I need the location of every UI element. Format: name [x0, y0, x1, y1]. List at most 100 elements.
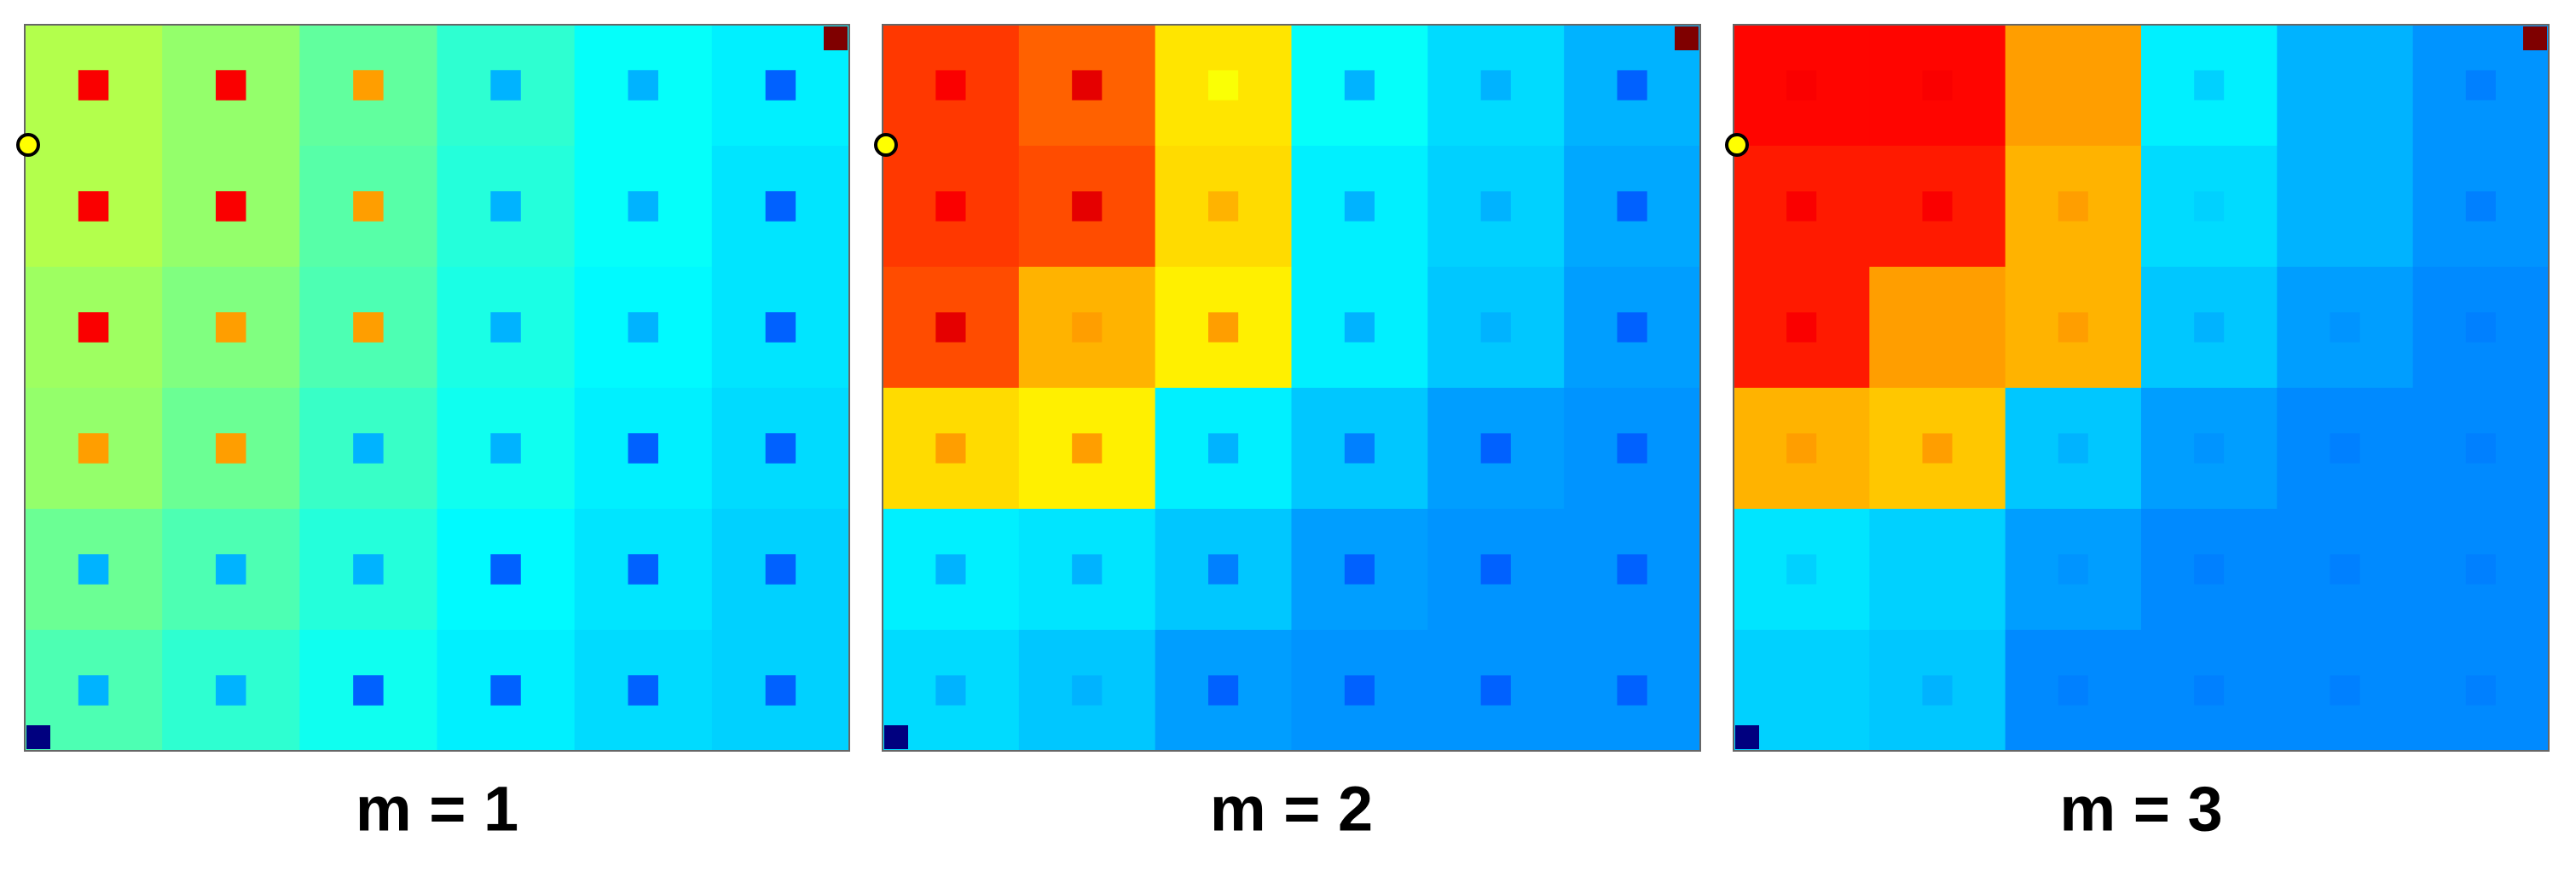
peak-cell [1786, 191, 1817, 222]
peak-cell [2465, 191, 2496, 222]
peak-cell [2058, 554, 2088, 585]
peak-cell [490, 433, 521, 464]
peak-cell [1617, 70, 1647, 101]
peak-cell [765, 312, 796, 343]
peak-cell [1480, 433, 1511, 464]
peak-cell [628, 312, 658, 343]
peak-cell [216, 675, 246, 706]
peak-cell [2330, 70, 2360, 101]
peak-cell [78, 191, 109, 222]
peak-cell [2330, 191, 2360, 222]
peak-cell [2330, 554, 2360, 585]
peak-cell [490, 675, 521, 706]
peak-cell [1480, 70, 1511, 101]
peak-cell [935, 675, 966, 706]
peak-cell [1208, 675, 1239, 706]
peak-cell [1344, 312, 1375, 343]
heatmap-panel: m = 3 [1725, 24, 2550, 845]
peak-cell [2330, 675, 2360, 706]
peak-cell [1344, 70, 1375, 101]
peak-cell [1617, 675, 1647, 706]
peak-cell [1617, 554, 1647, 585]
peak-cell [2194, 554, 2225, 585]
peak-cell [1922, 433, 1953, 464]
peak-cell [2194, 191, 2225, 222]
peak-cell [1208, 70, 1239, 101]
corner-low [884, 725, 908, 749]
peak-cell [216, 70, 246, 101]
corner-low [26, 725, 50, 749]
panel-caption: m = 3 [2059, 774, 2222, 845]
peak-cell [1480, 554, 1511, 585]
peak-cell [2058, 433, 2088, 464]
peak-cell [1072, 675, 1103, 706]
peak-cell [2058, 191, 2088, 222]
marker [16, 133, 40, 157]
peak-cell [353, 675, 384, 706]
peak-cell [2194, 433, 2225, 464]
peak-cell [1344, 191, 1375, 222]
peak-cell [628, 70, 658, 101]
peak-cell [1072, 312, 1103, 343]
peak-cell [1072, 191, 1103, 222]
peak-cell [1208, 191, 1239, 222]
peak-cell [628, 554, 658, 585]
corner-high [2523, 26, 2547, 50]
peak-cell [1344, 554, 1375, 585]
peak-cell [1786, 675, 1817, 706]
peak-cell [216, 191, 246, 222]
peak-cell [935, 312, 966, 343]
frame [24, 24, 850, 752]
peak-cell [78, 312, 109, 343]
peak-cell [490, 70, 521, 101]
peak-cell [78, 70, 109, 101]
peak-cell [628, 675, 658, 706]
peak-cell [1922, 191, 1953, 222]
frame [882, 24, 1701, 752]
peak-cell [2330, 433, 2360, 464]
peak-cell [2330, 312, 2360, 343]
peak-cell [1208, 312, 1239, 343]
peak-cell [935, 70, 966, 101]
peak-cell [216, 312, 246, 343]
peak-cell [628, 191, 658, 222]
peak-cell [765, 554, 796, 585]
peak-cell [2194, 312, 2225, 343]
peak-cell [1922, 675, 1953, 706]
peak-cell [1786, 312, 1817, 343]
peak-cell [2194, 675, 2225, 706]
peak-cell [1786, 554, 1817, 585]
peak-cell [2465, 70, 2496, 101]
peak-cell [78, 433, 109, 464]
peak-cell [2465, 675, 2496, 706]
peak-cell [353, 433, 384, 464]
marker [1725, 133, 1749, 157]
peak-cell [765, 70, 796, 101]
peak-cell [765, 191, 796, 222]
peak-cell [490, 191, 521, 222]
panel-caption: m = 2 [1210, 774, 1373, 845]
peak-cell [765, 675, 796, 706]
peak-cell [1480, 312, 1511, 343]
peak-cell [353, 554, 384, 585]
peak-cell [935, 191, 966, 222]
corner-high [824, 26, 848, 50]
panel-caption: m = 1 [356, 774, 518, 845]
frame [1733, 24, 2550, 752]
peak-cell [78, 554, 109, 585]
peak-cell [1786, 70, 1817, 101]
peak-cell [78, 675, 109, 706]
peak-cell [2058, 70, 2088, 101]
peak-cell [1208, 554, 1239, 585]
corner-high [1675, 26, 1699, 50]
peak-cell [1072, 554, 1103, 585]
peak-cell [1617, 191, 1647, 222]
peak-cell [1617, 312, 1647, 343]
peak-cell [2058, 675, 2088, 706]
heatmap-panel: m = 2 [874, 24, 1701, 845]
peak-cell [765, 433, 796, 464]
corner-low [1735, 725, 1759, 749]
peak-cell [1786, 433, 1817, 464]
peak-cell [1922, 554, 1953, 585]
